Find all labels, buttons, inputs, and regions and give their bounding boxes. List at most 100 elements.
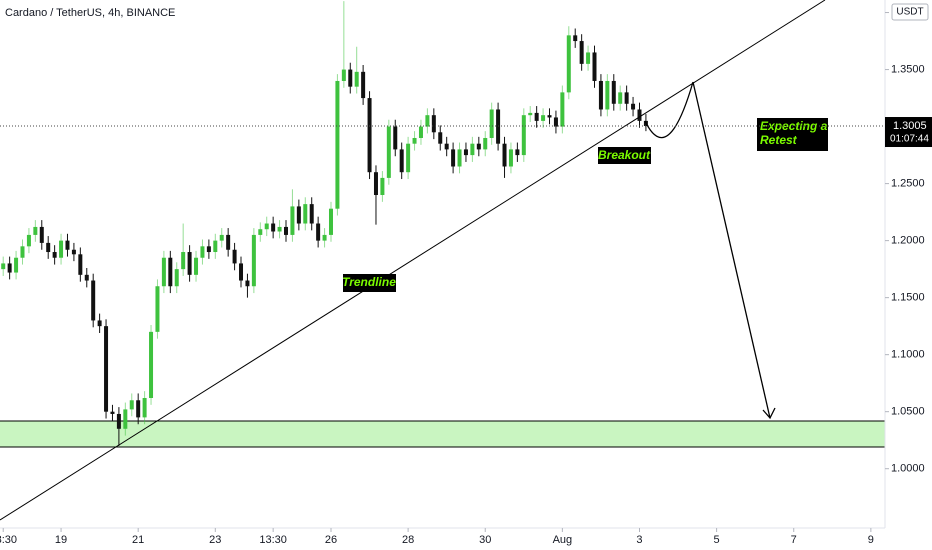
candle-body (496, 109, 501, 144)
x-tick-label: 26 (325, 534, 337, 546)
candle-body (7, 263, 12, 273)
candle-body (611, 80, 616, 104)
candle-body (104, 326, 109, 412)
candle-body (528, 112, 533, 116)
candle-body (354, 71, 359, 87)
candle-body (232, 249, 237, 264)
candle-body (271, 223, 276, 232)
candle-body (399, 149, 404, 173)
candle-body (277, 226, 282, 232)
candle-body (71, 249, 76, 255)
candle-body (592, 52, 597, 81)
candle-body (245, 280, 250, 287)
candle-body (136, 400, 141, 418)
candle-body (418, 126, 423, 138)
candle-body (386, 126, 391, 178)
candle-body (129, 400, 134, 410)
candle-body (264, 223, 269, 230)
candle-body (502, 143, 507, 167)
x-tick-label: 3 (636, 534, 642, 546)
candle-body (586, 52, 591, 64)
candle-body (116, 413, 121, 429)
x-tick-label: 7 (791, 534, 797, 546)
candle-body (380, 177, 385, 196)
candle-body (489, 109, 494, 138)
candle-body (251, 234, 256, 287)
candle-body (97, 320, 102, 327)
arrow-head (762, 407, 776, 420)
candle-body (483, 137, 488, 150)
x-tick-label: 13:30 (259, 534, 287, 546)
candle-body (91, 280, 96, 321)
candle-body (303, 204, 308, 224)
x-tick-label: 18:30 (0, 534, 17, 546)
candle-body (579, 41, 584, 64)
candle-body (168, 257, 173, 287)
candle-body (181, 252, 186, 270)
candle-body (52, 252, 57, 258)
candle-body (541, 115, 546, 121)
candle-body (161, 257, 166, 287)
candle-body (508, 149, 513, 167)
support-zone (0, 421, 885, 447)
y-tick-label: 1.0500 (891, 406, 925, 418)
x-tick-label: 21 (132, 534, 144, 546)
candle-body (425, 115, 430, 127)
projection-arrow (692, 81, 771, 419)
candle-body (463, 149, 468, 156)
candle-body (200, 246, 205, 258)
candle-body (553, 117, 558, 127)
annotation: Trendline (342, 275, 396, 289)
candle-body (26, 234, 31, 247)
candle-body (515, 149, 520, 156)
candle-body (123, 409, 128, 429)
x-tick-label: 5 (714, 534, 720, 546)
candle-body (406, 143, 411, 173)
price-label-box (885, 117, 932, 148)
x-tick-label: 9 (868, 534, 874, 546)
retest-curve (644, 81, 694, 139)
candle-body (194, 257, 199, 275)
candle-body (39, 226, 44, 243)
candle-body (284, 226, 289, 235)
candle-body (187, 252, 192, 275)
candle-body (451, 149, 456, 167)
candle-body (142, 397, 147, 418)
candle-body (78, 254, 83, 275)
candle-body (547, 115, 552, 118)
trendline (0, 0, 826, 521)
candle-body (46, 242, 51, 253)
y-tick-label: 1.2500 (891, 178, 925, 190)
candle-body (20, 246, 25, 258)
candle-body (637, 109, 642, 121)
candle-body (33, 226, 38, 235)
candle-body (1, 263, 6, 270)
candle-body (457, 149, 462, 167)
annotation: Expecting a (760, 119, 828, 133)
countdown-label: 01:07:44 (890, 134, 929, 145)
candle-body (470, 143, 475, 156)
candle-body (373, 172, 378, 196)
candle-body (206, 246, 211, 253)
candle-body (476, 143, 481, 150)
y-tick-label: 1.1000 (891, 349, 925, 361)
candle-body (624, 92, 629, 104)
x-tick-label: 23 (209, 534, 221, 546)
candle-body (631, 103, 636, 110)
candle-body (618, 92, 623, 104)
candle-body (444, 143, 449, 150)
x-tick-label: Aug (553, 534, 573, 546)
candle-body (348, 69, 353, 87)
y-tick-label: 1.2000 (891, 235, 925, 247)
candle-body (393, 126, 398, 150)
candle-body (335, 80, 340, 209)
candle-body (296, 206, 301, 224)
x-tick-label: 30 (479, 534, 491, 546)
candle-body (149, 331, 154, 398)
label-box (343, 274, 396, 292)
candle-body (412, 137, 417, 144)
candle-body (290, 206, 295, 235)
candle-body (573, 35, 578, 42)
candle-body (534, 112, 539, 121)
